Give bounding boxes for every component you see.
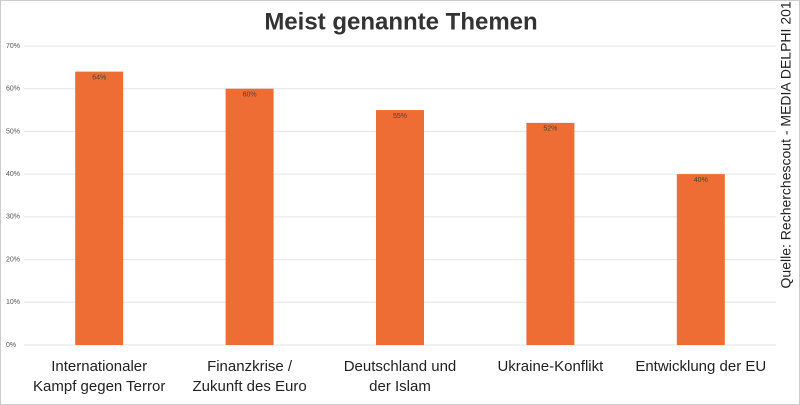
- y-tick-label: 50%: [6, 128, 20, 135]
- value-label: 52%: [543, 126, 557, 133]
- y-tick-label: 70%: [6, 43, 20, 50]
- y-tick-label: 10%: [6, 299, 20, 306]
- y-tick-label: 60%: [6, 86, 20, 93]
- x-tick-label: Entwicklung der EU: [635, 358, 767, 375]
- bar: [526, 122, 575, 345]
- source-note: Quelle: Recherchescout - MEDIA DELPHI 20…: [778, 1, 794, 288]
- value-label: 64%: [92, 74, 106, 81]
- value-label: 55%: [393, 113, 407, 120]
- value-label: 60%: [243, 92, 257, 99]
- y-tick-label: 20%: [6, 256, 20, 263]
- bar: [376, 110, 424, 345]
- x-tick-label: Finanzkrise / Zukunft des Euro: [192, 358, 307, 395]
- x-tick-label: Internationaler Kampf gegen Terror: [33, 358, 166, 395]
- bar: [225, 88, 274, 345]
- chart-title: Meist genannte Themen: [264, 8, 537, 35]
- y-tick-label: 30%: [6, 214, 20, 221]
- bar: [75, 71, 124, 345]
- x-tick-label: Deutschland und der Islam: [343, 358, 457, 395]
- bar: [676, 174, 725, 345]
- value-label: 40%: [694, 177, 708, 184]
- y-tick-label: 40%: [6, 171, 20, 178]
- x-tick-label: Ukraine-Konflikt: [497, 358, 604, 375]
- y-tick-label: 0%: [6, 342, 16, 349]
